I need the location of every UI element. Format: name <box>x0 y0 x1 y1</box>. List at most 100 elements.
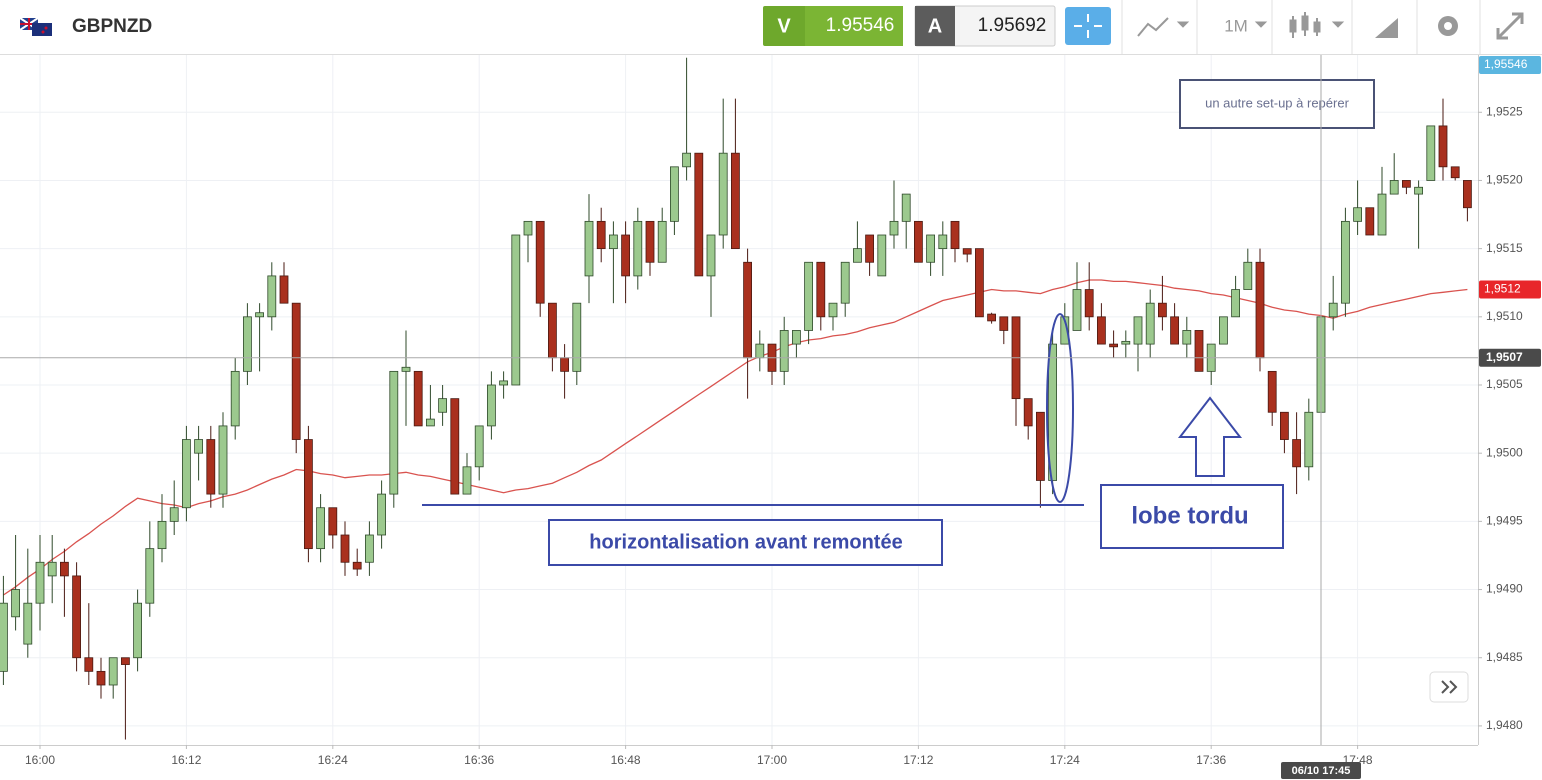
up-arrow <box>1177 396 1243 477</box>
candle-body <box>938 234 948 250</box>
flag <box>19 17 52 36</box>
annotation-box <box>1179 79 1375 129</box>
x-tick-label: 17:24 <box>1050 753 1080 767</box>
candle-body <box>1353 207 1362 222</box>
series <box>0 57 1472 740</box>
candle-body <box>877 234 887 277</box>
candle-body <box>572 302 582 372</box>
timeframe[interactable]: 1M <box>1224 16 1248 35</box>
candle-body <box>999 316 1009 331</box>
candle-body <box>181 439 191 509</box>
price-tag-label: 1,95546 <box>1484 57 1528 71</box>
candle-body <box>352 561 362 570</box>
y-tick-label: 1,9515 <box>1486 241 1523 255</box>
y-tick-label: 1,9485 <box>1486 650 1523 664</box>
candle-body <box>1328 302 1338 318</box>
candle-body <box>535 220 545 304</box>
candle-body <box>1243 261 1253 290</box>
candle-body <box>596 220 606 250</box>
candle-body <box>1109 343 1118 348</box>
overlay: horizontalisation avant remontée lobe to… <box>422 79 1469 703</box>
candle-body <box>1450 166 1460 179</box>
candle-body <box>242 316 252 372</box>
candle-body <box>926 234 935 263</box>
ask-price: 1.95692 <box>978 15 1047 36</box>
crosshair-x-label: 06/10 17:45 <box>1292 765 1351 777</box>
candle-body <box>218 425 228 495</box>
symbol: GBPNZD <box>72 16 152 37</box>
candle-body <box>962 248 972 255</box>
candle-body <box>108 657 118 686</box>
crosshair-button[interactable] <box>1065 7 1111 45</box>
candle-body <box>865 234 874 263</box>
bid-label: V <box>777 15 791 37</box>
candle-body <box>96 670 106 686</box>
candle-body <box>609 234 618 250</box>
toolbar-separators <box>1121 0 1481 54</box>
candle-body <box>1060 316 1070 345</box>
candle-body <box>72 575 81 659</box>
candle-body <box>731 152 740 250</box>
candle-body <box>1194 330 1204 372</box>
x-tick-label: 17:00 <box>757 753 787 767</box>
candle-body <box>1267 370 1277 413</box>
candle-body <box>779 330 789 372</box>
candle-body <box>316 507 326 550</box>
candle-body <box>1023 398 1033 427</box>
candle-body <box>816 261 826 318</box>
candle-body <box>1255 261 1265 359</box>
candle-body <box>853 248 862 263</box>
candle-body <box>1072 289 1082 331</box>
x-tick-label: 16:48 <box>611 753 641 767</box>
candle-body <box>1133 316 1143 345</box>
candle-body <box>670 166 679 222</box>
candle-body <box>303 439 313 550</box>
y-tick-label: 1,9495 <box>1486 514 1523 528</box>
x-tick-label: 16:24 <box>318 753 348 767</box>
candle-body <box>1292 439 1301 468</box>
moving-average-line <box>3 279 1468 596</box>
candle-body <box>0 602 8 672</box>
price-tag <box>1479 56 1541 74</box>
candle-body <box>1365 207 1375 236</box>
crosshair-y-label: 1,9507 <box>1486 350 1523 364</box>
candle-body <box>377 493 387 536</box>
candle-body <box>328 507 338 536</box>
candle-body <box>1182 330 1192 345</box>
candle-body <box>975 248 984 318</box>
candle-body <box>47 561 57 577</box>
candle-body <box>267 275 277 318</box>
candle-body <box>987 313 996 322</box>
candle-body <box>279 275 289 304</box>
candle-body <box>682 152 691 168</box>
crosshair-icon <box>1074 14 1102 38</box>
candle-body <box>121 657 130 665</box>
annotation-box <box>1100 484 1284 549</box>
candle-body <box>230 370 240 427</box>
candle-body <box>291 302 301 440</box>
candle-body <box>401 366 411 372</box>
candle-body <box>499 380 509 386</box>
candle-body <box>35 561 45 604</box>
candle-body <box>1426 125 1436 181</box>
candle-body <box>1389 180 1399 195</box>
candle-body <box>511 234 521 386</box>
annotation-box <box>548 519 943 566</box>
candle-body <box>1414 186 1423 195</box>
candle-body <box>1097 316 1106 345</box>
candle-body <box>84 657 94 672</box>
candle-body <box>828 302 838 318</box>
candle-body <box>169 507 179 522</box>
crosshair-x-tag <box>1281 762 1361 779</box>
y-tick-label: 1,9480 <box>1486 718 1523 732</box>
candle-body <box>755 343 765 359</box>
candle-body <box>1084 289 1094 318</box>
candle-body <box>743 261 752 359</box>
candle-body <box>1463 180 1472 209</box>
x-tick-label: 17:36 <box>1196 753 1226 767</box>
candle-body <box>1231 289 1240 318</box>
candle-body <box>389 370 399 495</box>
candle-body <box>1402 180 1411 188</box>
x-tick-label: 17:12 <box>903 753 933 767</box>
